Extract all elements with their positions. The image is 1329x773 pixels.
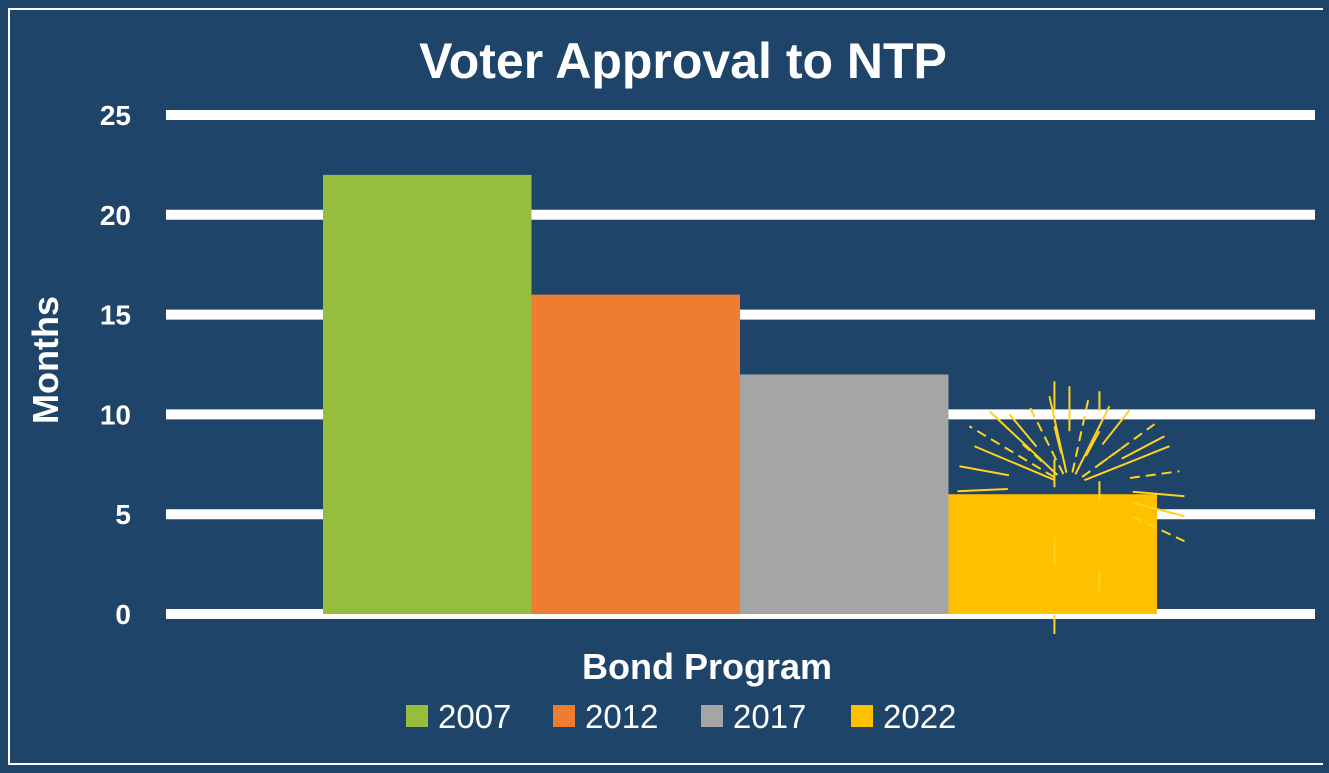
y-tick-label: 25: [100, 100, 131, 131]
legend-swatch-2017: [701, 705, 723, 727]
chart-frame: [8, 8, 1323, 765]
sparkle-ray: [1132, 515, 1185, 543]
legend-swatch-2007: [406, 705, 428, 727]
sparkle-ray: [1008, 413, 1038, 448]
sparkle-ray: [1121, 435, 1165, 460]
legend-label-2012: 2012: [585, 698, 658, 735]
sparkle-burst: [957, 381, 1185, 634]
chart-title: Voter Approval to NTP: [419, 33, 947, 89]
legend-label-2007: 2007: [438, 698, 511, 735]
sparkle-ray: [1129, 470, 1180, 479]
sparkle-ray: [1132, 501, 1185, 518]
y-tick-label: 5: [115, 499, 131, 530]
sparkle-ray: [968, 425, 1055, 479]
bars: [323, 174, 1157, 614]
sparkle-ray: [1028, 405, 1065, 475]
y-tick-label: 0: [115, 599, 131, 630]
sparkle-ray: [1101, 409, 1131, 446]
sparkle-ray: [1132, 490, 1185, 498]
sparkle-ray: [974, 445, 1056, 482]
y-tick-label: 20: [100, 200, 131, 231]
sparkle-ray: [1048, 396, 1068, 473]
sparkle-ray: [957, 487, 1008, 493]
sparkle-ray: [1053, 425, 1063, 454]
sparkle-ray: [1099, 445, 1126, 466]
y-tick-label: 10: [100, 399, 131, 430]
legend: 2007 2012 2017 2022: [406, 698, 956, 735]
x-axis-title: Bond Program: [582, 646, 832, 687]
sparkle-ray: [1018, 440, 1043, 463]
sparkle-ray: [1071, 394, 1091, 473]
sparkle-ray: [988, 410, 1059, 476]
legend-label-2017: 2017: [733, 698, 806, 735]
y-tick-label: 15: [100, 300, 131, 331]
bar-2012: [531, 294, 740, 614]
sparkle-ray: [1074, 405, 1111, 475]
sparkle-ray: [1085, 430, 1101, 457]
bar-2017: [740, 374, 949, 614]
y-axis-title: Months: [25, 296, 66, 424]
legend-label-2022: 2022: [883, 698, 956, 735]
legend-swatch-2022: [851, 705, 873, 727]
sparkle-ray: [1084, 445, 1170, 482]
sparkle-ray: [959, 465, 1010, 477]
y-tick-labels: 0 5 10 15 20 25: [100, 100, 131, 630]
bar-2007: [323, 174, 532, 614]
bar-2022: [948, 494, 1157, 614]
legend-swatch-2012: [553, 705, 575, 727]
